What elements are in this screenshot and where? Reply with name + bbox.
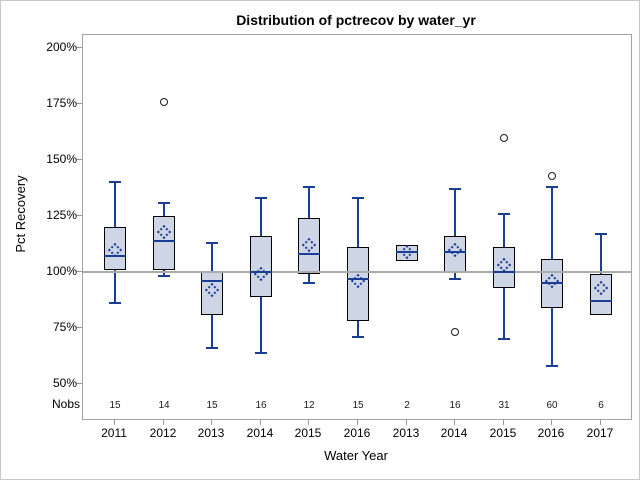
- x-axis-tick-label: 2016: [343, 426, 371, 440]
- nobs-value: 31: [498, 400, 510, 411]
- median-line: [444, 251, 466, 253]
- nobs-value: 12: [303, 400, 315, 411]
- y-axis-tick-label: 75%: [52, 320, 77, 334]
- y-axis-title: Pct Recovery: [13, 175, 28, 253]
- x-axis-tick-label: 2011: [101, 426, 127, 440]
- nobs-row-label: Nobs: [51, 397, 80, 411]
- x-axis-tick-label: 2015: [294, 426, 322, 440]
- box: [396, 245, 418, 261]
- box: [298, 218, 320, 274]
- median-line: [298, 253, 320, 255]
- reference-line: [83, 271, 631, 273]
- whisker-cap-low: [206, 347, 218, 349]
- nobs-value: 14: [158, 400, 170, 411]
- x-axis-tick-label: 2017: [586, 426, 614, 440]
- box: [347, 247, 369, 321]
- nobs-value: 16: [255, 400, 267, 411]
- outlier-point: [160, 98, 168, 106]
- box: [104, 227, 126, 270]
- nobs-value: 15: [109, 400, 121, 411]
- median-line: [541, 282, 563, 284]
- y-axis-tick-label: 50%: [52, 376, 77, 390]
- x-axis-title: Water Year: [324, 448, 388, 463]
- x-axis-tick-label: 2014: [440, 426, 468, 440]
- whisker-cap-high: [255, 197, 267, 199]
- whisker-cap-high: [206, 242, 218, 244]
- nobs-value: 6: [598, 400, 604, 411]
- whisker-cap-low: [546, 365, 558, 367]
- x-axis-tick-label: 2014: [246, 426, 274, 440]
- outlier-point: [500, 134, 508, 142]
- median-line: [104, 255, 126, 257]
- whisker-cap-high: [352, 197, 364, 199]
- plot-area: 15 14 15 16 12 15 2 16 31 60 6: [82, 34, 632, 420]
- whisker-cap-low: [158, 275, 170, 277]
- whisker-cap-low: [109, 302, 121, 304]
- whisker-cap-high: [158, 202, 170, 204]
- median-line: [347, 278, 369, 280]
- whisker: [454, 189, 456, 279]
- x-axis-tick-label: 2012: [149, 426, 177, 440]
- nobs-value: 15: [352, 400, 364, 411]
- median-line: [201, 280, 223, 282]
- nobs-value: 15: [206, 400, 218, 411]
- whisker-cap-high: [546, 186, 558, 188]
- y-axis-tick-label: 175%: [46, 96, 77, 110]
- whisker-cap-high: [109, 181, 121, 183]
- x-axis-tick-label: 2013: [392, 426, 420, 440]
- whisker-cap-high: [449, 188, 461, 190]
- y-axis-tick-label: 200%: [46, 40, 77, 54]
- y-axis-tick-label: 125%: [46, 208, 77, 222]
- whisker-cap-low: [303, 282, 315, 284]
- median-line: [590, 300, 612, 302]
- whisker-cap-low: [255, 352, 267, 354]
- whisker-cap-low: [352, 336, 364, 338]
- whisker-cap-high: [498, 213, 510, 215]
- median-line: [250, 271, 272, 273]
- whisker-cap-low: [498, 338, 510, 340]
- x-axis-tick-label: 2016: [537, 426, 565, 440]
- whisker-cap-low: [449, 278, 461, 280]
- box: [493, 247, 515, 288]
- box: [250, 236, 272, 297]
- median-line: [493, 271, 515, 273]
- box: [153, 216, 175, 270]
- nobs-value: 60: [546, 400, 558, 411]
- outlier-point: [451, 328, 459, 336]
- whisker-cap-high: [595, 233, 607, 235]
- whisker-cap-high: [303, 186, 315, 188]
- nobs-value: 16: [449, 400, 461, 411]
- outlier-point: [548, 172, 556, 180]
- x-axis-tick-label: 2013: [197, 426, 225, 440]
- chart-title: Distribution of pctrecov by water_yr: [236, 12, 476, 28]
- y-axis-tick-label: 150%: [46, 152, 77, 166]
- y-axis-tick-label: 100%: [46, 264, 77, 278]
- median-line: [153, 240, 175, 242]
- nobs-value: 2: [404, 400, 410, 411]
- median-line: [396, 251, 418, 253]
- x-axis-tick-label: 2015: [489, 426, 517, 440]
- box: [590, 274, 612, 315]
